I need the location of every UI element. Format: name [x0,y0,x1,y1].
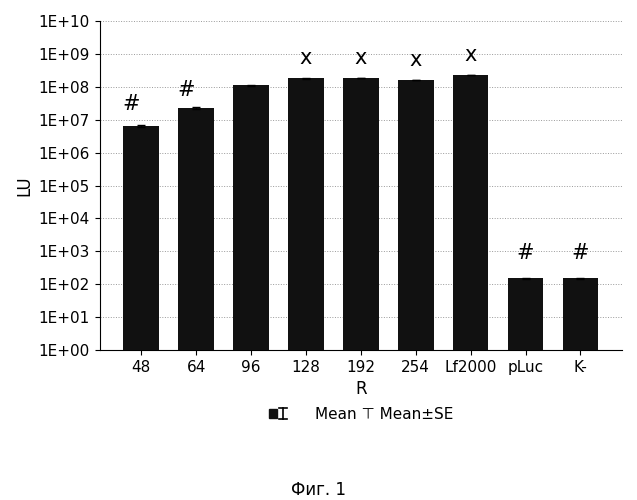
Bar [453,75,489,500]
Bar [562,278,598,500]
Legend: Mean ⊤ Mean±SE: Mean ⊤ Mean±SE [262,400,459,427]
Bar [508,278,543,500]
Text: #: # [517,243,534,263]
Y-axis label: LU: LU [15,175,33,196]
Text: #: # [122,94,140,114]
X-axis label: R: R [355,380,367,398]
Text: x: x [410,50,422,70]
Bar [233,86,269,500]
Bar [124,126,159,500]
Bar [343,78,378,500]
Text: #: # [571,243,589,263]
Bar [178,108,214,500]
Text: x: x [464,45,477,65]
Text: x: x [300,48,312,68]
Bar [398,80,434,500]
Text: Фиг. 1: Фиг. 1 [291,481,346,499]
Bar [288,78,324,500]
Text: #: # [178,80,195,100]
Text: x: x [355,48,367,68]
